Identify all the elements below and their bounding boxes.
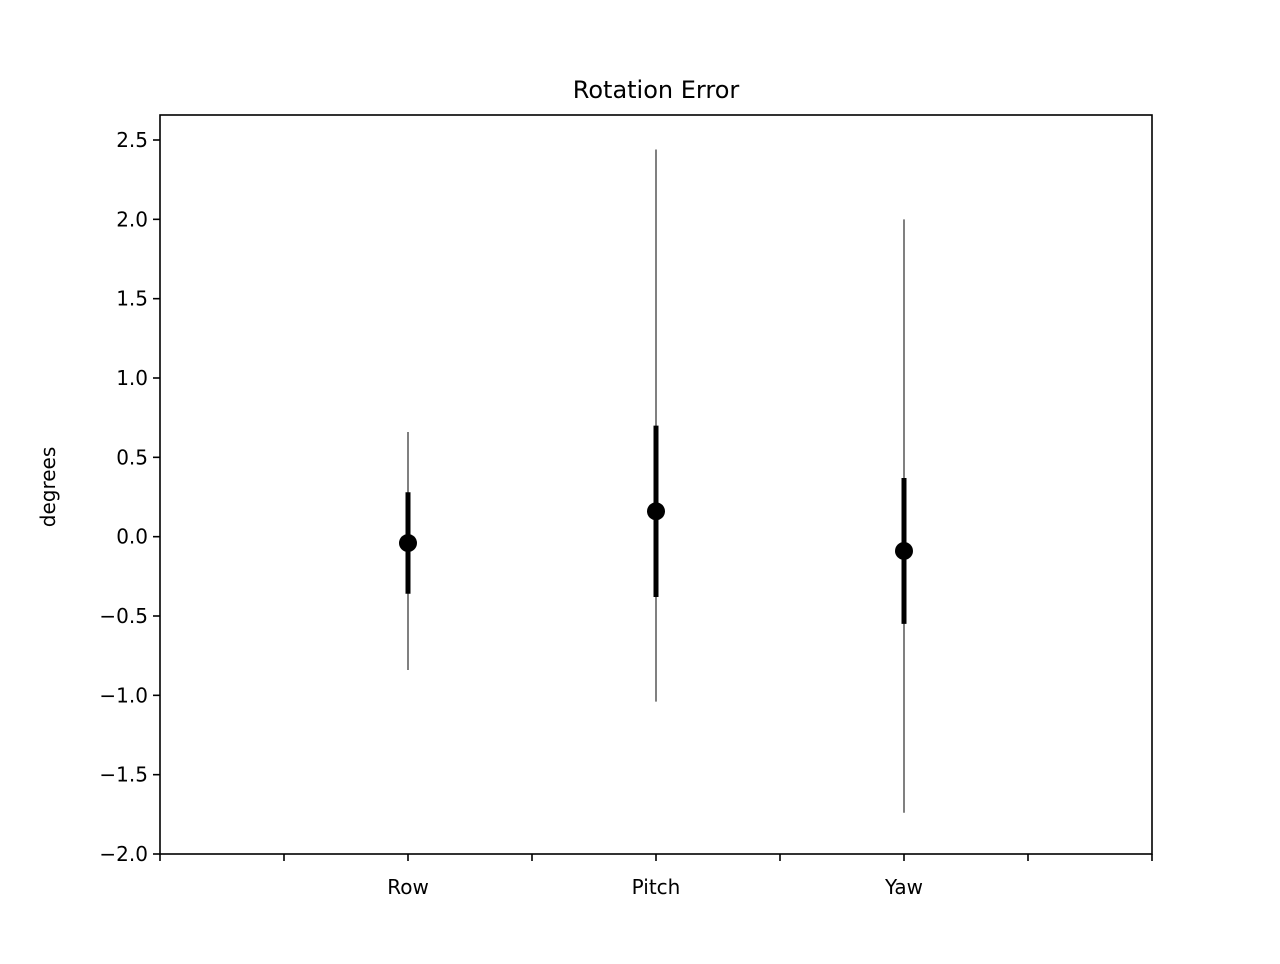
y-tick-label: 2.0	[116, 207, 148, 231]
axes-frame	[159, 114, 1153, 855]
y-tick-label: −0.5	[99, 604, 148, 628]
x-tick-label: Pitch	[632, 875, 681, 899]
y-tick-label: 2.5	[116, 128, 148, 152]
x-tick-label: Row	[387, 875, 429, 899]
plot-area: −2.0 −1.5 −1.0 −0.5 0.0 0.5 1.0 1.5 2.0 2.5 Row Pit…	[99, 128, 1153, 899]
chart-title: Rotation Error	[573, 76, 740, 104]
y-tick-label: 1.5	[116, 287, 148, 311]
y-tick-label: −2.0	[99, 842, 148, 866]
mean-point-row	[399, 534, 417, 553]
y-tick-label: 0.0	[116, 525, 148, 549]
x-tick-label: Yaw	[884, 875, 923, 899]
y-tick-label: 0.5	[116, 445, 148, 469]
y-tick-label: −1.5	[99, 763, 148, 787]
y-axis-label: degrees	[36, 447, 60, 528]
mean-point-yaw	[895, 541, 913, 560]
y-tick-label: 1.0	[116, 366, 148, 390]
mean-point-pitch	[647, 502, 665, 521]
y-tick-label: −1.0	[99, 683, 148, 707]
